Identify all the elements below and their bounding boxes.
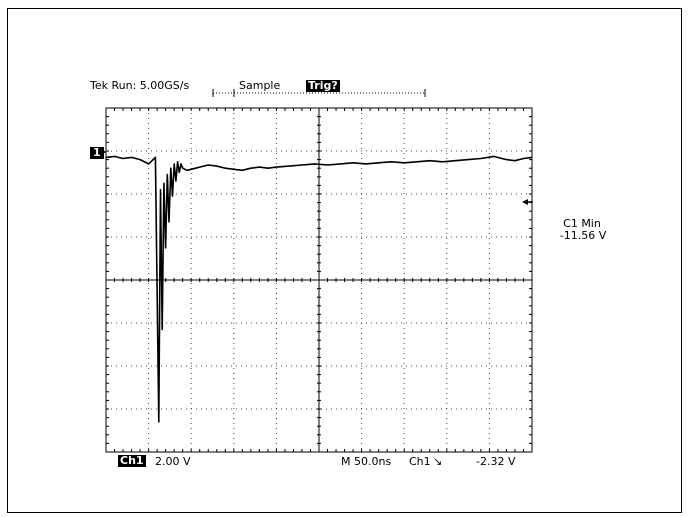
trigger-source: Ch1 [409, 455, 431, 468]
trigger-status-badge: Trig? [306, 79, 340, 92]
timebase-readout: M 50.0ns [341, 455, 392, 468]
trigger-slope-icon: ↘ [433, 455, 443, 468]
oscilloscope-screenshot-frame [7, 8, 682, 513]
c1-min-label: C1 Min [563, 217, 601, 230]
channel-1-badge: Ch1 [118, 454, 146, 467]
volts-per-division: 2.00 V [155, 455, 191, 468]
scope-markers [100, 148, 533, 205]
ground-marker-arrow-icon [100, 148, 106, 156]
channel-1-waveform [105, 155, 533, 423]
waveform-layer [105, 155, 533, 423]
acquisition-mode: Sample [239, 79, 281, 92]
trigger-level: -2.32 V [476, 455, 516, 468]
acquisition-status: Tek Run: 5.00GS/s [90, 79, 190, 92]
record-length-bracket [212, 89, 426, 97]
trigger-level-arrow-icon [522, 199, 528, 205]
c1-min-value: -11.56 V [559, 229, 607, 242]
graticule [105, 107, 533, 453]
